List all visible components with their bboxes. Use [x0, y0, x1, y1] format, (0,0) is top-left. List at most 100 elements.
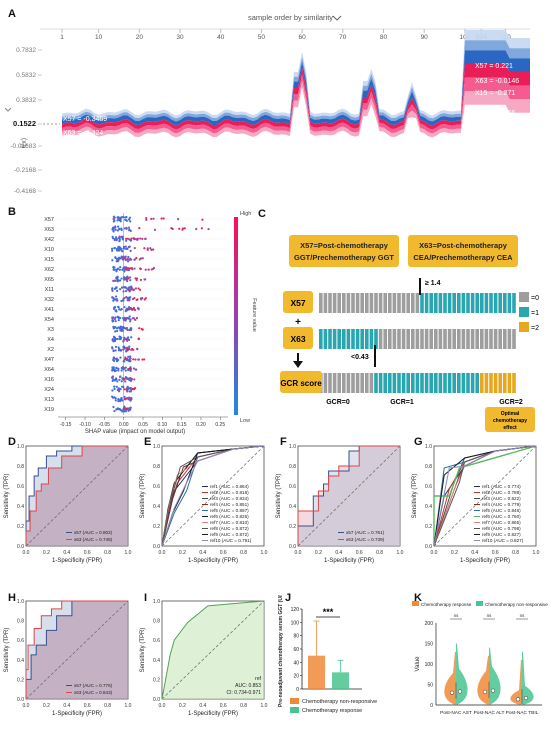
panel-k-violin: Chemotherapy response Chemotherapy non-re… [412, 601, 548, 716]
b-shap-point [117, 318, 120, 322]
b-shap-point [129, 279, 132, 282]
roc-x-tick-label: 0.8 [512, 550, 519, 556]
sample-order-select-label[interactable]: sample order by similarity [248, 13, 333, 22]
b-shap-point [138, 258, 141, 261]
b-shap-point [181, 228, 184, 231]
roc-legend-entry: ref4 (AUC = 0.779) [482, 502, 521, 507]
b-shap-point [111, 287, 114, 290]
c-gcr-bar [328, 373, 332, 393]
b-shap-point [117, 218, 121, 221]
a-x-tick-label: 70 [339, 34, 347, 41]
b-shap-point [130, 377, 133, 381]
roc-y-tick-label: 0.0 [153, 697, 160, 703]
k-sig-label: ns [520, 613, 526, 618]
roc-x-tick-label: 0.6 [356, 550, 363, 556]
roc-x-tick-label: 0.4 [63, 550, 70, 556]
roc-legend-entry: AUC: 0.853 [235, 683, 261, 689]
b-shap-point [114, 295, 118, 298]
b-shap-point [116, 380, 119, 383]
b-shap-point [150, 217, 153, 220]
sample-order-select[interactable]: sample order by similarity [248, 13, 342, 22]
b-shap-point [137, 358, 140, 361]
roc-y-tick-label: 1.0 [289, 444, 296, 450]
b-shap-point [115, 236, 118, 239]
roc-x-tick-label: 0.0 [159, 550, 166, 556]
c-x57-bar [470, 293, 475, 313]
b-shap-point [135, 316, 138, 320]
c-legend-swatch-0 [519, 292, 529, 302]
b-shap-point [118, 268, 121, 271]
c-box-x57-line2: GGT/Prechemotherapy GGT [294, 253, 394, 262]
b-shap-point [121, 399, 124, 402]
b-shap-point [136, 307, 139, 310]
roc-y-tick-label: 0.6 [17, 638, 24, 644]
a-left-label-x57: X57 = -0.3469 [63, 116, 107, 123]
roc-y-tick-label: 0.8 [425, 464, 432, 470]
b-shap-point [114, 228, 117, 231]
chevron-down-icon[interactable] [332, 15, 342, 21]
b-feature-label: X42 [44, 237, 54, 243]
panel-h-roc: 0.00.0 0.2 0.2 0.4 0.4 0.6 0.6 0.8 0.8 1.0 1.0 1-Sp… [4, 599, 132, 717]
a-x-tick-label: 60 [298, 34, 306, 41]
c-x57-bar [332, 293, 337, 313]
c-box-x57-line1: X57=Post-chemotherapy [300, 241, 389, 250]
c-x63-bar [319, 329, 323, 349]
j-legend-entry: Chemotherapy non-responsive [302, 699, 377, 705]
roc-legend-entry: ref5 (AUC = 0.897) [210, 508, 249, 513]
c-label-x57-bg [283, 291, 313, 313]
b-shap-point [127, 338, 131, 341]
a-x-tick-label: 90 [421, 34, 429, 41]
k-median-left [515, 697, 521, 702]
b-feature-label: X41 [44, 307, 54, 313]
roc-x-tick-label: 0.8 [104, 703, 111, 709]
c-x63-bar [434, 329, 438, 349]
c-x57-bar [319, 293, 323, 313]
b-feature-label: X2 [47, 347, 54, 353]
roc-x-tick-label: 0.2 [43, 550, 50, 556]
b-shap-point [134, 318, 137, 321]
b-shap-point [133, 378, 136, 381]
b-shap-point [124, 369, 127, 372]
j-y-tick-label: 60 [293, 647, 299, 653]
b-shap-point [111, 228, 114, 231]
roc-y-tick-label: 0.4 [17, 504, 24, 510]
k-median-left [482, 689, 488, 694]
roc-y-tick-label: 0.8 [17, 619, 24, 625]
c-x57-bar [388, 293, 392, 313]
b-shap-point [117, 225, 120, 228]
b-shap-point [120, 366, 123, 370]
b-shap-point [118, 235, 121, 239]
roc-y-tick-label: 0.2 [17, 524, 24, 530]
j-bar [308, 655, 325, 689]
b-shap-point [127, 288, 130, 291]
a-x-tick-label: 10 [95, 34, 103, 41]
roc-y-tick-label: 0.0 [17, 697, 24, 703]
roc-legend-entry: ref7 (AUC = 0.810) [210, 520, 249, 525]
b-shap-point [143, 358, 146, 361]
b-shap-point [114, 345, 118, 348]
c-label-x63: X63 [290, 334, 305, 344]
b-shap-point [116, 407, 119, 410]
c-box-x63-bg [408, 235, 518, 267]
b-shap-point [207, 227, 210, 231]
b-shap-point [128, 397, 131, 400]
b-shap-point [115, 327, 119, 330]
b-shap-point [113, 326, 116, 329]
b-shap-point [125, 266, 128, 269]
a-side-chevron-icon[interactable] [4, 107, 12, 112]
b-shap-point [128, 360, 131, 363]
b-shap-point [119, 356, 122, 359]
b-shap-point [123, 286, 127, 289]
c-x57-bar [355, 293, 360, 313]
b-feature-label: X63 [44, 227, 54, 233]
b-shap-point [150, 248, 153, 251]
c-x57-bar [498, 293, 502, 313]
a-y-tick-label: 0.1522 [13, 119, 36, 128]
c-threshold2: <0.43 [351, 354, 369, 361]
c-x57-bar [406, 293, 410, 313]
c-x63-bar [498, 329, 502, 349]
b-shap-point [128, 367, 131, 370]
c-x63-bar [429, 329, 433, 349]
b-xlabel: SHAP value (impact on model output) [85, 429, 185, 435]
b-shap-point [122, 290, 125, 293]
